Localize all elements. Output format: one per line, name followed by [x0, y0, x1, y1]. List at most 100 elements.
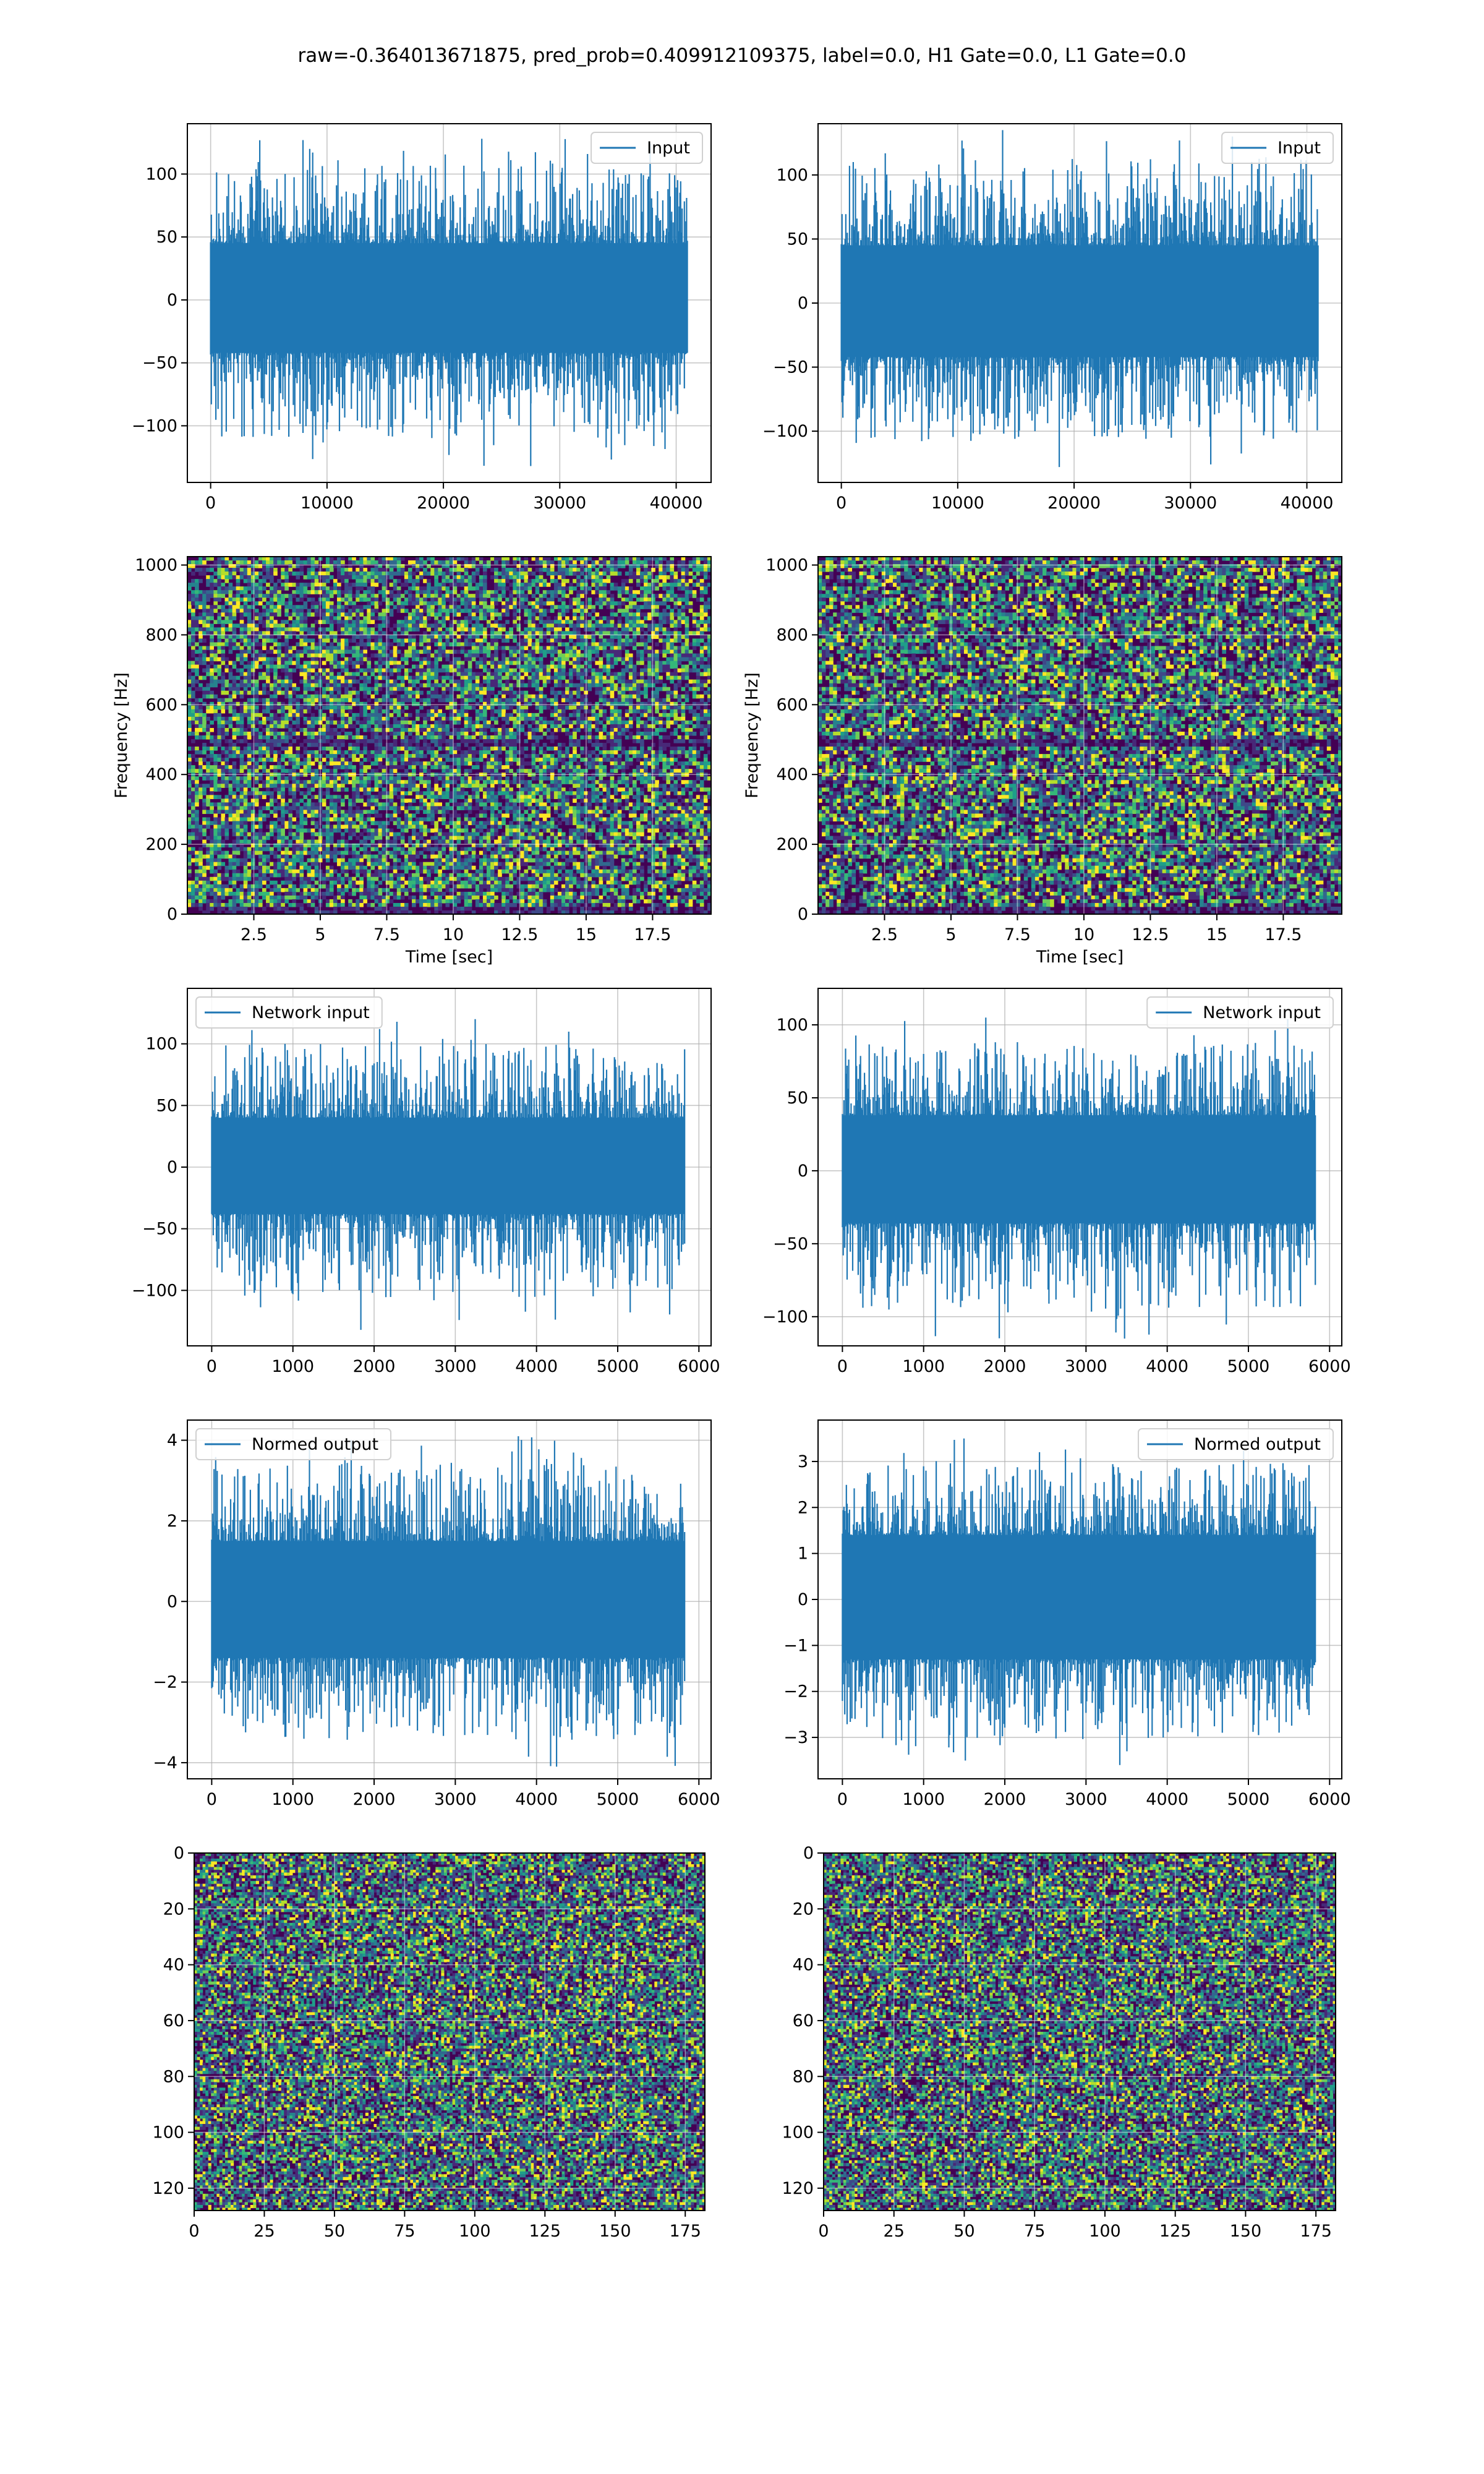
normed-output-right-ytick-label: −3 [783, 1728, 808, 1747]
network-input-right-xtick-label: 0 [837, 1357, 848, 1376]
spectrogram-left-ytick-label: 800 [145, 625, 177, 644]
spectrogram-left-xlabel: Time [sec] [405, 948, 493, 967]
spectrogram-right-xtick-label: 2.5 [871, 925, 898, 944]
spectrogram-left-heatmap-cells [187, 557, 711, 914]
normed-output-left-xtick-label: 2000 [353, 1790, 396, 1809]
normed-output-right-xtick-label: 4000 [1146, 1790, 1188, 1809]
network-input-left-series-line [211, 1019, 686, 1330]
normed-output-left-xtick-label: 1000 [271, 1790, 314, 1809]
network-input-left-xtick-label: 5000 [597, 1357, 639, 1376]
spectrogram-right-ytick-label: 0 [798, 905, 808, 924]
normed-output-left-legend: Normed output [195, 1428, 392, 1460]
network-input-left-ytick-label: 50 [156, 1096, 177, 1115]
spectrogram-right-xlabel: Time [sec] [1036, 948, 1124, 967]
matrix-right-ytick-label: 0 [803, 1844, 814, 1863]
network-input-left-xtick-label: 0 [207, 1357, 217, 1376]
input-left-xtick-label: 10000 [301, 494, 354, 513]
matrix-left-ytick-label: 80 [163, 2067, 184, 2086]
normed-output-left-xtick-label: 5000 [597, 1790, 639, 1809]
normed-output-left-legend-label: Normed output [252, 1435, 378, 1454]
normed-output-left-xtick-label: 6000 [678, 1790, 720, 1809]
matrix-right-ytick-label: 120 [782, 2179, 814, 2198]
matrix-right-plot-area [824, 1853, 1336, 2211]
matrix-right-heatmap-cells [824, 1853, 1336, 2211]
spectrogram-left-xtick-label: 10 [443, 925, 464, 944]
matrix-right-xtick-label: 25 [884, 2222, 905, 2241]
spectrogram-right-ytick-label: 200 [776, 835, 808, 854]
normed-output-left-plot-area [187, 1420, 711, 1779]
input-right-ytick-label: −100 [762, 422, 808, 441]
input-right-legend-label: Input [1277, 139, 1321, 158]
input-left-legend-label: Input [647, 139, 690, 158]
input-left-xtick-label: 30000 [533, 494, 586, 513]
network-input-right-legend-box [1146, 996, 1334, 1029]
spectrogram-right-xtick-label: 17.5 [1264, 925, 1302, 944]
spectrogram-right-ytick-label: 800 [776, 625, 808, 644]
matrix-left-xtick-label: 175 [669, 2222, 701, 2241]
input-left-ytick-label: −50 [142, 354, 177, 373]
matrix-left-ytick-label: 40 [163, 1956, 184, 1975]
input-right-xtick-label: 40000 [1281, 494, 1334, 513]
panel-input-right: 0 10000 20000 30000 40000 −100 −50 0 50 100 Input [762, 123, 1342, 513]
panel-normed-output-left: 0 1000 2000 3000 4000 5000 6000 −4 −2 0 2 4 Normed o… [153, 1419, 720, 1809]
matrix-left-ytick-label: 20 [163, 1899, 184, 1919]
matrix-right-ytick-label: 60 [793, 2011, 814, 2031]
normed-output-right-xtick-label: 5000 [1227, 1790, 1270, 1809]
spectrogram-left-ytick-label: 0 [167, 905, 177, 924]
panel-network-input-right: 0 1000 2000 3000 4000 5000 6000 −100 −50 0 50 100 Ne… [762, 988, 1351, 1376]
network-input-left-xtick-label: 3000 [434, 1357, 477, 1376]
normed-output-right-ytick-label: 0 [798, 1590, 808, 1609]
input-right-xtick-label: 20000 [1047, 494, 1101, 513]
network-input-right-xtick-label: 4000 [1146, 1357, 1188, 1376]
panel-matrix-right: 0 25 50 75 100 125 150 175 0 20 40 60 80 100 120 [782, 1844, 1336, 2241]
spectrogram-left-plot-area [187, 557, 711, 914]
matrix-right-ytick-label: 80 [793, 2067, 814, 2086]
normed-output-right-xtick-label: 3000 [1065, 1790, 1107, 1809]
input-left-legend-box [591, 132, 703, 164]
input-right-legend: Input [1221, 132, 1334, 164]
normed-output-left-ytick-label: 2 [167, 1512, 177, 1531]
network-input-right-xtick-label: 6000 [1308, 1357, 1351, 1376]
matrix-right-ticks: 0 25 50 75 100 125 150 175 0 20 40 60 80 100 120 [782, 1844, 1331, 2241]
input-left-xtick-label: 40000 [650, 494, 703, 513]
normed-output-right-ytick-label: 2 [798, 1498, 808, 1517]
input-right-ticks: 0 10000 20000 30000 40000 −100 −50 0 50 100 [762, 166, 1334, 513]
network-input-right-series-line [842, 1017, 1316, 1339]
matrix-left-heatmap-cells [194, 1853, 705, 2211]
input-right-series-line [840, 130, 1319, 468]
matrix-right-ytick-label: 20 [793, 1899, 814, 1919]
figure-suptitle: raw=-0.364013671875, pred_prob=0.4099121… [298, 45, 1187, 67]
matrix-left-grid [194, 1853, 705, 2211]
matrix-left-xtick-label: 0 [189, 2222, 199, 2241]
network-input-left-legend-label: Network input [252, 1003, 370, 1022]
spectrogram-right-xtick-label: 10 [1073, 925, 1094, 944]
input-left-axes-frame [187, 123, 712, 483]
input-left-legend: Input [591, 132, 703, 164]
matrix-right-xtick-label: 175 [1300, 2222, 1332, 2241]
network-input-left-xtick-label: 6000 [678, 1357, 720, 1376]
matrix-left-ytick-label: 120 [152, 2179, 184, 2198]
network-input-right-ytick-label: 50 [787, 1089, 808, 1108]
input-left-xtick-label: 20000 [417, 494, 470, 513]
normed-output-right-xtick-label: 2000 [984, 1790, 1026, 1809]
normed-output-right-legend-box [1137, 1428, 1334, 1460]
matrix-right-xtick-label: 0 [818, 2222, 829, 2241]
normed-output-right-legend-label: Normed output [1194, 1435, 1321, 1454]
normed-output-right-ytick-label: 1 [798, 1544, 808, 1564]
network-input-right-ytick-label: 100 [776, 1016, 808, 1035]
network-input-right-xtick-label: 5000 [1227, 1357, 1270, 1376]
matrix-right-xtick-label: 100 [1089, 2222, 1121, 2241]
spectrogram-left-ticks: 2.5 5 7.5 10 12.5 15 17.5 0 200 400 600 800 1000 [135, 556, 671, 944]
spectrogram-left-xtick-label: 2.5 [241, 925, 267, 944]
network-input-right-plot-area [818, 988, 1342, 1346]
normed-output-right-xtick-label: 6000 [1308, 1790, 1351, 1809]
normed-output-right-plot-area [818, 1420, 1342, 1779]
input-right-ytick-label: 100 [776, 166, 808, 185]
spectrogram-right-xtick-label: 15 [1206, 925, 1227, 944]
network-input-right-ytick-label: −50 [773, 1235, 808, 1254]
spectrogram-left-ylabel: Frequency [Hz] [112, 672, 131, 798]
network-input-right-ytick-label: 0 [798, 1162, 808, 1181]
normed-output-right-xtick-label: 0 [837, 1790, 848, 1809]
normed-output-left-ytick-label: 4 [167, 1431, 177, 1450]
